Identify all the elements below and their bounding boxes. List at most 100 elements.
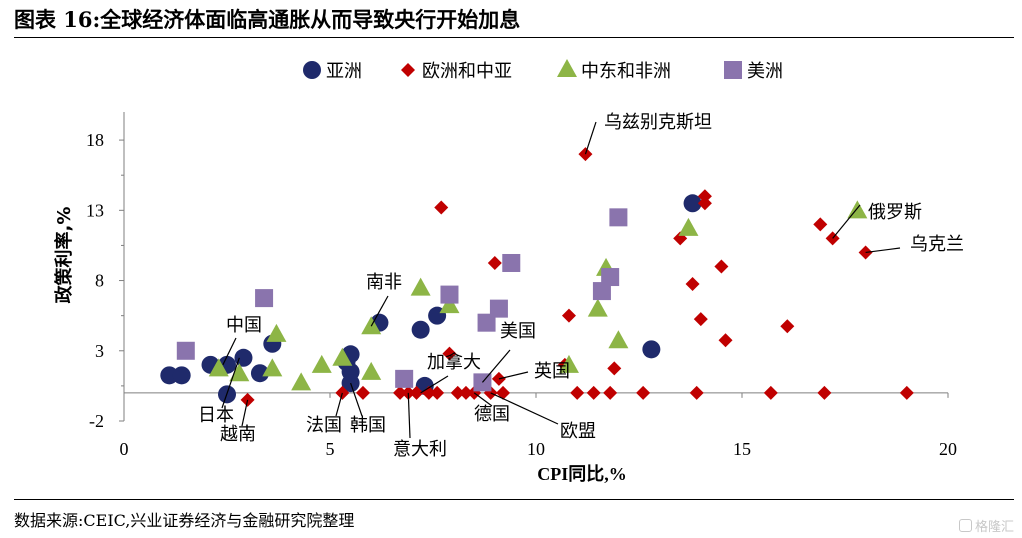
x-tick-label: 0 bbox=[120, 439, 129, 459]
annotation-leader bbox=[473, 392, 493, 407]
data-point bbox=[636, 385, 651, 400]
annotation-leader bbox=[407, 392, 411, 439]
annotation-leader bbox=[350, 382, 363, 417]
x-tick-label: 20 bbox=[939, 439, 957, 459]
source-note: 数据来源:CEIC,兴业证券经济与金融研究院整理 bbox=[14, 511, 355, 530]
data-point bbox=[434, 200, 449, 215]
legend-label: 美洲 bbox=[747, 61, 783, 82]
annotation: 中国 bbox=[222, 315, 262, 366]
annotation-leader bbox=[498, 371, 529, 380]
annotation-label: 乌兹别克斯坦 bbox=[604, 112, 712, 133]
chart-legend: 亚洲 欧洲和中亚 中东和非洲 美洲 bbox=[303, 59, 783, 82]
data-point bbox=[250, 364, 269, 383]
annotation-label: 意大利 bbox=[393, 439, 447, 460]
annotation-label: 韩国 bbox=[350, 415, 386, 436]
title-divider bbox=[14, 37, 1014, 38]
x-tick-label: 15 bbox=[733, 439, 751, 459]
legend-label: 欧洲和中亚 bbox=[422, 61, 512, 82]
data-point bbox=[487, 255, 502, 270]
data-point bbox=[496, 385, 511, 400]
watermark-logo-icon bbox=[958, 519, 972, 532]
data-point bbox=[697, 196, 712, 211]
legend-item: 亚洲 bbox=[303, 61, 362, 82]
data-point bbox=[642, 340, 661, 359]
data-point bbox=[718, 333, 733, 348]
series-2 bbox=[208, 200, 868, 391]
data-point bbox=[234, 348, 253, 367]
y-tick-label: 8 bbox=[95, 271, 104, 291]
x-tick-label: 10 bbox=[527, 439, 545, 459]
annotation-label: 德国 bbox=[474, 404, 510, 425]
annotation-leader bbox=[481, 349, 511, 383]
annotation: 意大利 bbox=[393, 392, 447, 460]
legend-marker bbox=[557, 59, 577, 77]
data-point bbox=[458, 385, 473, 400]
annotation: 日本 bbox=[198, 357, 240, 426]
data-point bbox=[601, 268, 620, 287]
data-point bbox=[847, 200, 868, 219]
data-point bbox=[502, 253, 521, 272]
data-point bbox=[714, 259, 729, 274]
data-point bbox=[607, 361, 622, 376]
annotation-label: 南非 bbox=[366, 272, 402, 293]
annotation-leader bbox=[584, 121, 597, 155]
data-point bbox=[592, 282, 611, 301]
chart-axes: -2 3 8 13 18 0 5 10 15 20 bbox=[86, 112, 957, 459]
data-point bbox=[411, 320, 430, 339]
data-point bbox=[160, 366, 179, 385]
data-point bbox=[693, 312, 708, 327]
annotation-label: 法国 bbox=[306, 415, 342, 436]
y-axis-label: 政策利率,% bbox=[53, 207, 75, 304]
data-point bbox=[780, 319, 795, 334]
annotation: 韩国 bbox=[350, 382, 386, 436]
annotation-label: 乌克兰 bbox=[910, 234, 964, 255]
x-axis-label: CPI同比,% bbox=[537, 464, 627, 484]
data-point bbox=[609, 208, 628, 227]
annotation-label: 加拿大 bbox=[427, 351, 481, 373]
annotation: 英国 bbox=[498, 361, 570, 382]
data-point bbox=[899, 385, 914, 400]
annotation-leader bbox=[241, 399, 249, 427]
legend-item: 欧洲和中亚 bbox=[401, 61, 512, 82]
annotation: 乌克兰 bbox=[865, 234, 964, 255]
data-point bbox=[817, 385, 832, 400]
annotation: 乌兹别克斯坦 bbox=[584, 112, 712, 155]
annotation-leader bbox=[222, 337, 237, 366]
data-point bbox=[477, 313, 496, 332]
data-point bbox=[689, 385, 704, 400]
data-point bbox=[409, 385, 424, 400]
annotation: 越南 bbox=[220, 399, 256, 445]
legend-marker bbox=[401, 63, 415, 77]
y-tick-label: 13 bbox=[86, 200, 104, 220]
legend-marker bbox=[303, 61, 321, 79]
data-point bbox=[683, 194, 702, 213]
annotation-leader bbox=[490, 392, 559, 425]
annotation-label: 中国 bbox=[226, 315, 262, 336]
legend-item: 美洲 bbox=[724, 61, 783, 82]
data-point bbox=[570, 385, 585, 400]
data-point bbox=[395, 369, 414, 388]
data-point bbox=[450, 385, 465, 400]
annotation: 德国 bbox=[473, 392, 510, 425]
legend-label: 亚洲 bbox=[326, 61, 362, 82]
y-tick-label: 18 bbox=[86, 130, 104, 150]
annotation-leader bbox=[370, 295, 389, 327]
series-1 bbox=[240, 147, 914, 407]
data-point bbox=[603, 385, 618, 400]
data-point bbox=[311, 354, 332, 373]
data-point bbox=[255, 289, 274, 308]
annotation-label: 美国 bbox=[500, 321, 536, 342]
data-point bbox=[586, 385, 601, 400]
legend-item: 中东和非洲 bbox=[557, 59, 671, 82]
data-point bbox=[262, 358, 283, 377]
annotation: 欧盟 bbox=[490, 392, 596, 442]
annotation: 加拿大 bbox=[420, 351, 481, 394]
data-point bbox=[608, 330, 629, 349]
annotation-leader bbox=[221, 357, 240, 409]
data-point bbox=[430, 385, 445, 400]
chart-marks bbox=[160, 147, 914, 407]
data-point bbox=[266, 323, 287, 342]
data-point bbox=[587, 298, 608, 317]
legend-label: 中东和非洲 bbox=[581, 61, 671, 82]
